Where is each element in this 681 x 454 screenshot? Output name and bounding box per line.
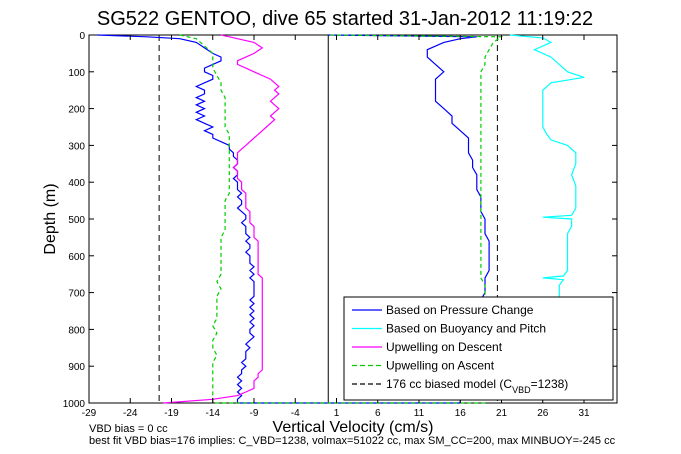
y-axis-label: Depth (m) — [42, 183, 59, 254]
x-tick-label: -24 — [123, 408, 138, 419]
y-tick-label: 500 — [68, 215, 85, 226]
x-tick-label: -4 — [291, 408, 300, 419]
footer-line-1: VBD bias = 0 cc — [89, 423, 168, 435]
legend-box — [343, 296, 614, 401]
x-tick-label: 11 — [414, 408, 425, 419]
y-tick-label: 1000 — [63, 399, 86, 410]
x-tick-label: 26 — [537, 408, 549, 419]
series-group — [97, 34, 585, 404]
y-tick-label: 900 — [68, 362, 85, 373]
legend-label-3: Upwelling on Ascent — [386, 359, 495, 373]
chart-title: SG522 GENTOO, dive 65 started 31-Jan-201… — [97, 8, 593, 30]
x-tick-label: -29 — [82, 408, 97, 419]
y-tick-label: 100 — [68, 68, 85, 79]
x-tick-label: 31 — [578, 408, 590, 419]
series-line-1 — [509, 34, 585, 319]
y-tick-label: 800 — [68, 325, 85, 336]
y-tick-label: 200 — [68, 105, 85, 116]
legend-label-1: Based on Buoyancy and Pitch — [386, 322, 546, 336]
legend: Based on Pressure Change Based on Buoyanc… — [343, 296, 614, 401]
x-tick-label: -14 — [206, 408, 221, 419]
x-tick-label: 16 — [455, 408, 467, 419]
reference-lines — [158, 35, 498, 403]
y-tick-label: 600 — [68, 252, 85, 263]
x-tick-label: -19 — [164, 408, 179, 419]
y-tick-label: 300 — [68, 141, 85, 152]
series-line-2 — [163, 34, 280, 404]
footer-line-2: best fit VBD bias=176 implies: C_VBD=123… — [89, 435, 616, 447]
axis-ticks: -29 -24 -19 -14 -9 -4 1 6 11 16 21 26 31010020030040… — [63, 31, 617, 419]
x-tick-label: -9 — [250, 408, 259, 419]
legend-label-2: Upwelling on Descent — [386, 340, 503, 354]
y-tick-label: 0 — [79, 31, 85, 42]
x-tick-label: 1 — [334, 408, 340, 419]
y-tick-label: 400 — [68, 178, 85, 189]
x-tick-label: 21 — [496, 408, 508, 419]
series-line-3 — [179, 34, 504, 404]
x-tick-label: 6 — [375, 408, 381, 419]
x-axis-label: Vertical Velocity (cm/s) — [273, 419, 434, 436]
y-tick-label: 700 — [68, 289, 85, 300]
legend-label-0: Based on Pressure Change — [386, 303, 534, 317]
